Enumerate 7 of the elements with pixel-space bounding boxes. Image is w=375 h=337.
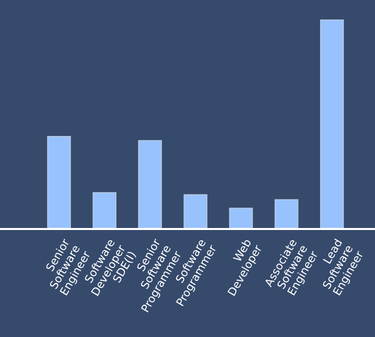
bar [229, 208, 253, 228]
bar [92, 192, 116, 228]
bar [47, 136, 71, 228]
bar [320, 20, 344, 228]
bar [274, 199, 298, 228]
bar [138, 140, 162, 228]
bar [184, 194, 208, 228]
